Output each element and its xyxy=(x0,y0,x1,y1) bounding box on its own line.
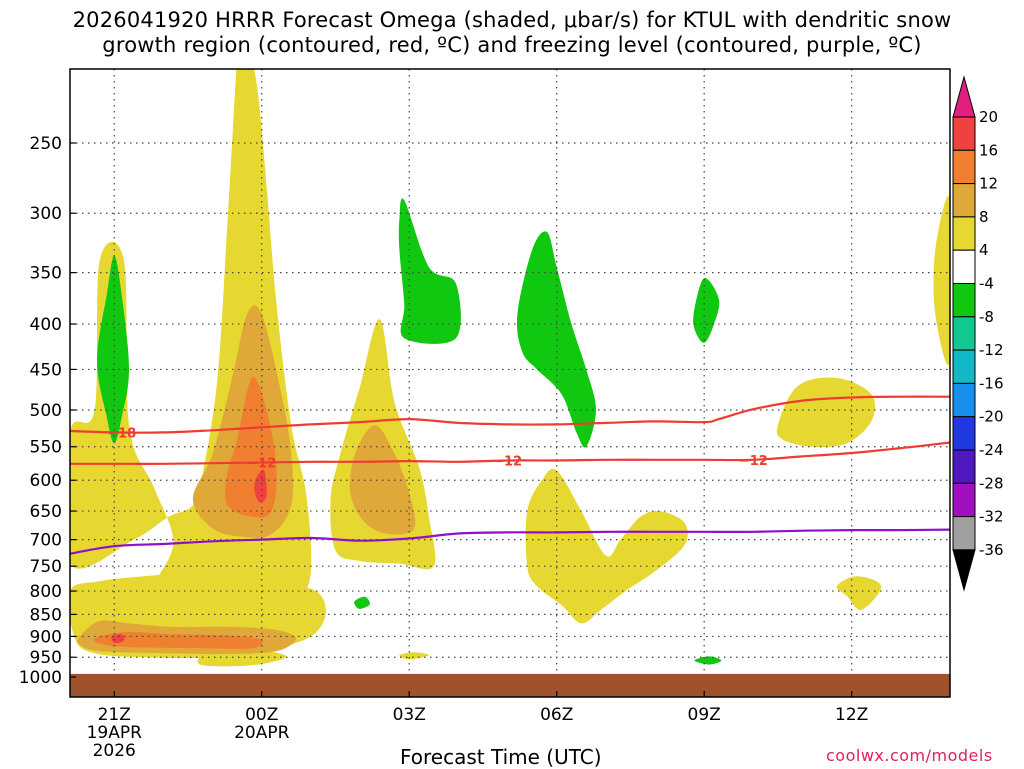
y-tick-label-700: 700 xyxy=(30,531,62,551)
colorbar-bin-13 xyxy=(952,516,976,551)
source-credit[interactable]: coolwx.com/models xyxy=(826,746,993,765)
contour-label-1-0: −12 xyxy=(247,456,276,471)
y-tick-label-1000: 1000 xyxy=(19,668,62,688)
colorbar-bin-8 xyxy=(952,349,976,384)
colorbar-label-5: -4 xyxy=(979,275,994,293)
colorbar-label-12: -32 xyxy=(979,508,1004,526)
colorbar-label-0: 20 xyxy=(979,108,998,126)
x-tick-label-9-0: 06Z xyxy=(540,705,573,725)
y-tick-label-850: 850 xyxy=(30,605,62,625)
x-tick-label-12-0: 09Z xyxy=(688,705,721,725)
y-tick-label-600: 600 xyxy=(30,471,62,491)
y-tick-label-500: 500 xyxy=(30,401,62,421)
colorbar-bin-7 xyxy=(952,316,976,351)
contour-label-1-1: −12 xyxy=(493,454,522,469)
x-tick-label-0-1: 19APR xyxy=(87,723,143,743)
y-tick-label-250: 250 xyxy=(30,134,62,154)
colorbar-bin-6 xyxy=(952,283,976,318)
colorbar-bin-14 xyxy=(952,549,976,592)
omega-region-3 xyxy=(197,650,287,667)
colorbar-label-1: 16 xyxy=(979,141,998,159)
y-tick-label-800: 800 xyxy=(30,582,62,602)
y-tick-label-950: 950 xyxy=(30,648,62,668)
y-tick-label-550: 550 xyxy=(30,438,62,458)
x-tick-label-3-1: 20APR xyxy=(234,723,290,743)
omega-region-8 xyxy=(933,196,950,366)
omega-region-21 xyxy=(694,656,722,665)
ground-surface xyxy=(70,673,950,697)
x-tick-label-0-2: 2026 xyxy=(93,741,136,761)
colorbar-bin-5 xyxy=(952,249,976,284)
colorbar-label-10: -24 xyxy=(979,441,1004,459)
colorbar-bin-4 xyxy=(952,216,976,251)
contour-line-2 xyxy=(70,528,950,555)
plot-area: −18 −12 −12 −12 xyxy=(70,69,950,697)
colorbar-label-3: 8 xyxy=(979,208,989,226)
colorbar-label-11: -28 xyxy=(979,474,1004,492)
colorbar-bin-3 xyxy=(952,183,976,218)
omega-region-20 xyxy=(354,596,371,609)
plot-frame xyxy=(69,68,951,698)
colorbar-label-6: -8 xyxy=(979,308,994,326)
x-tick-label-0-0: 21Z xyxy=(98,705,131,725)
colorbar-bin-9 xyxy=(952,382,976,418)
colorbar-bin-1 xyxy=(952,116,976,151)
x-tick-label-15-0: 12Z xyxy=(835,705,868,725)
chart-title-line-1: 2026041920 HRRR Forecast Omega (shaded, … xyxy=(72,8,952,32)
omega-region-16 xyxy=(97,255,129,444)
omega-region-7 xyxy=(836,576,882,610)
y-tick-label-650: 650 xyxy=(30,502,62,522)
y-tick-label-400: 400 xyxy=(30,315,62,335)
omega-region-14 xyxy=(254,469,267,503)
chart-title-line-2: growth region (contoured, red, ºC) and f… xyxy=(102,33,922,57)
y-tick-label-750: 750 xyxy=(30,557,62,577)
colorbar-bin-12 xyxy=(952,482,976,518)
y-tick-label-300: 300 xyxy=(30,204,62,224)
y-tick-label-900: 900 xyxy=(30,627,62,647)
colorbar-label-9: -20 xyxy=(979,408,1004,426)
y-tick-label-450: 450 xyxy=(30,360,62,380)
contour-line-0 xyxy=(70,395,950,434)
colorbar-label-7: -12 xyxy=(979,341,1004,359)
colorbar-bin-2 xyxy=(952,149,976,185)
colorbar-label-13: -36 xyxy=(979,541,1004,559)
x-tick-label-3-0: 00Z xyxy=(245,705,278,725)
colorbar-bin-11 xyxy=(952,449,976,484)
x-axis-label: Forecast Time (UTC) xyxy=(400,745,602,769)
colorbar-label-2: 12 xyxy=(979,175,998,193)
x-tick-label-6-0: 03Z xyxy=(393,705,426,725)
y-tick-label-350: 350 xyxy=(30,264,62,284)
colorbar-bin-10 xyxy=(952,416,976,451)
omega-region-17 xyxy=(398,198,461,344)
omega-region-15 xyxy=(111,634,125,643)
contour-line-1 xyxy=(70,441,950,465)
contour-label-0-0: −18 xyxy=(107,426,136,441)
colorbar-label-4: 4 xyxy=(979,241,989,259)
colorbar-label-8: -16 xyxy=(979,374,1004,392)
omega-region-19 xyxy=(693,277,720,343)
omega-region-4 xyxy=(399,652,429,660)
chart-title: 2026041920 HRRR Forecast Omega (shaded, … xyxy=(0,8,1024,58)
colorbar-bin-0 xyxy=(952,75,976,118)
omega-region-6 xyxy=(776,377,876,448)
omega-region-5 xyxy=(525,468,688,624)
contour-label-1-2: −12 xyxy=(739,454,768,469)
